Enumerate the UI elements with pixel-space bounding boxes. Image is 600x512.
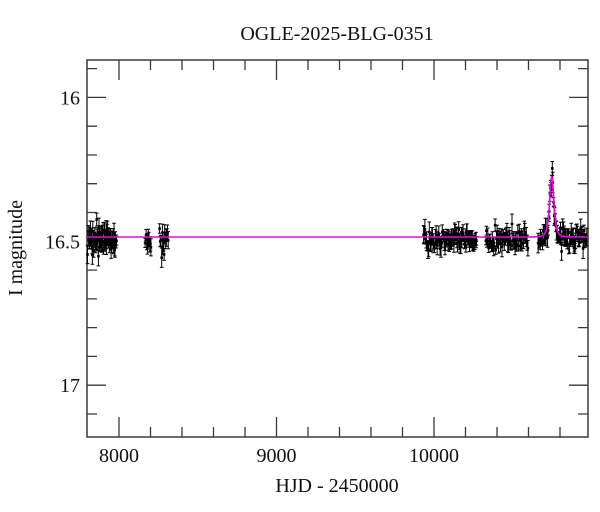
- y-tick-label: 16: [60, 87, 80, 109]
- x-tick-label: 9000: [257, 445, 297, 467]
- plot-area: 8000 9000 10000 16 16.5 17: [45, 59, 589, 467]
- y-tick-label: 16.5: [45, 231, 80, 253]
- x-axis-label: HJD - 2450000: [275, 475, 398, 497]
- model-curve: [87, 175, 588, 238]
- y-tick-label: 17: [60, 375, 80, 397]
- error-bars: [85, 161, 589, 268]
- chart-title: OGLE-2025-BLG-0351: [240, 23, 433, 45]
- minor-ticks: [87, 60, 588, 437]
- data-points: [86, 167, 589, 259]
- x-tick-label: 8000: [99, 445, 139, 467]
- x-tick-label: 10000: [409, 445, 459, 467]
- y-axis-label: I magnitude: [5, 200, 27, 296]
